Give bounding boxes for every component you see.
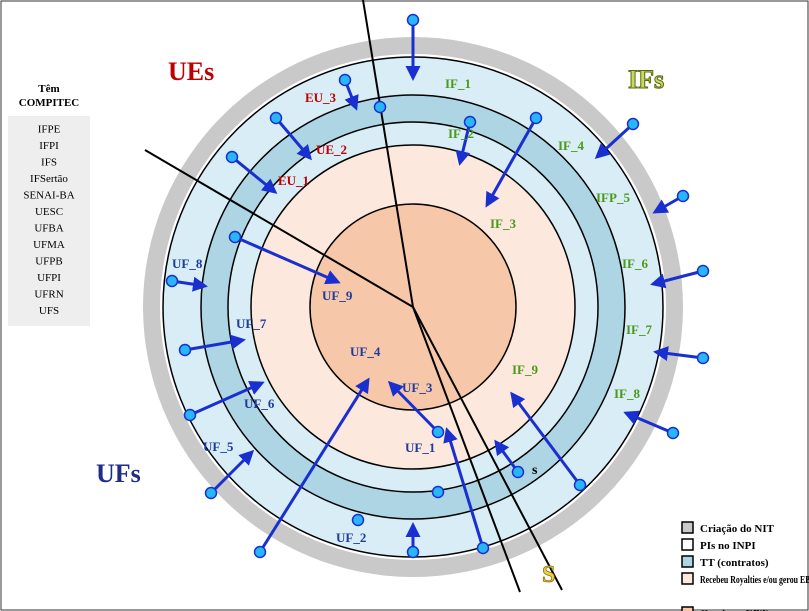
arrow-dot <box>351 513 365 527</box>
sidebar-item: IFS <box>41 157 57 169</box>
node-label: IF_9 <box>512 362 539 377</box>
arrow <box>485 117 538 208</box>
region-label: UEs <box>168 57 214 86</box>
arrow-dot <box>204 486 218 500</box>
sidebar-item: UFMA <box>33 239 65 251</box>
node-label: EU_1 <box>278 173 309 188</box>
sidebar-item: UFPI <box>37 272 61 284</box>
sidebar-item: IFPE <box>38 124 61 136</box>
sidebar-item: SENAI-BA <box>23 190 74 202</box>
node-label: IF_4 <box>558 138 585 153</box>
arrow-dot <box>178 343 192 357</box>
arrow-dot <box>165 274 179 288</box>
sidebar-box <box>8 116 90 326</box>
arrow <box>455 121 472 166</box>
arrow-dot <box>529 111 543 125</box>
sidebar-item: IFPI <box>39 140 59 152</box>
node-label: IF_3 <box>490 216 517 231</box>
node-label: IF_2 <box>448 126 474 141</box>
mark-label: s <box>532 463 538 478</box>
node-label: UF_6 <box>244 396 275 411</box>
arrow-dot <box>269 111 283 125</box>
arrow <box>189 381 265 417</box>
arrow-dot <box>476 541 490 555</box>
arrow <box>184 334 246 352</box>
arrow-dot <box>676 189 690 203</box>
node-label: IF_8 <box>614 386 641 401</box>
node-label: IF_1 <box>445 76 471 91</box>
sidebar-item: IFSertão <box>30 173 68 185</box>
arrow <box>258 377 370 553</box>
region-label: UFs <box>96 459 141 488</box>
arrow <box>653 346 704 361</box>
arrow <box>594 122 635 160</box>
sidebar-item: UESC <box>35 206 63 218</box>
arrow-dot <box>573 478 587 492</box>
arrow-dot <box>666 426 680 440</box>
arrow <box>274 117 312 161</box>
node-label: UF_2 <box>336 530 366 545</box>
arrow <box>231 155 278 194</box>
node-label: UF_7 <box>236 316 267 331</box>
legend-label: Recebeu Royalties e/ou gerou EBTs <box>700 575 809 586</box>
arrow-dot <box>511 465 525 479</box>
node-label: IFP_5 <box>596 190 630 205</box>
node-label: UF_5 <box>203 439 234 454</box>
arrow-dot <box>373 100 387 114</box>
node-label: UF_4 <box>350 344 381 359</box>
arrow <box>510 391 582 486</box>
node-label: UF_8 <box>172 256 203 271</box>
legend-label: TT (contratos) <box>700 557 769 569</box>
legend-swatch <box>681 538 694 551</box>
arrow <box>234 235 341 285</box>
arrow-dot <box>626 117 640 131</box>
arrow-dot <box>406 13 420 27</box>
arrow-dot <box>431 425 445 439</box>
arrow-dot <box>225 150 239 164</box>
legend-swatch <box>681 521 694 534</box>
arrow-dot <box>463 115 477 129</box>
node-label: UF_9 <box>322 288 353 303</box>
node-label: IF_7 <box>626 322 653 337</box>
legend-swatch <box>681 606 694 611</box>
legend-label: Criação do NIT <box>700 523 775 535</box>
arrow <box>209 449 255 495</box>
legend-label: PIs no INPI <box>700 540 756 552</box>
arrow <box>623 410 674 435</box>
arrow-dot <box>406 545 420 559</box>
arrow-dot <box>338 73 352 87</box>
sidebar-heading: COMPITEC <box>19 97 80 109</box>
arrow-dot <box>183 408 197 422</box>
sidebar-item: UFRN <box>34 289 63 301</box>
sidebar-heading: Têm <box>38 83 59 95</box>
node-label: UE_2 <box>316 142 347 157</box>
sidebar-item: UFPB <box>35 256 63 268</box>
region-label: IFs <box>628 65 664 94</box>
node-label: EU_3 <box>305 90 337 105</box>
legend-swatch <box>681 555 694 568</box>
arrow-dot <box>253 545 267 559</box>
sidebar-item: UFBA <box>34 223 63 235</box>
arrow-dot <box>696 351 710 365</box>
sidebar-item: UFS <box>39 305 59 317</box>
legend-swatch <box>681 572 694 585</box>
divider <box>144 149 563 591</box>
arrow <box>387 380 440 434</box>
arrow <box>650 269 704 289</box>
region-label: S <box>542 562 555 588</box>
node-label: UF_1 <box>405 440 435 455</box>
arrow-dot <box>431 485 445 499</box>
node-label: IF_6 <box>622 256 649 271</box>
arrow <box>443 427 485 549</box>
legend-label: Graduou EBTs <box>700 608 772 611</box>
arrow-dot <box>228 230 242 244</box>
arrow-dot <box>696 264 710 278</box>
node-label: UF_3 <box>402 380 433 395</box>
